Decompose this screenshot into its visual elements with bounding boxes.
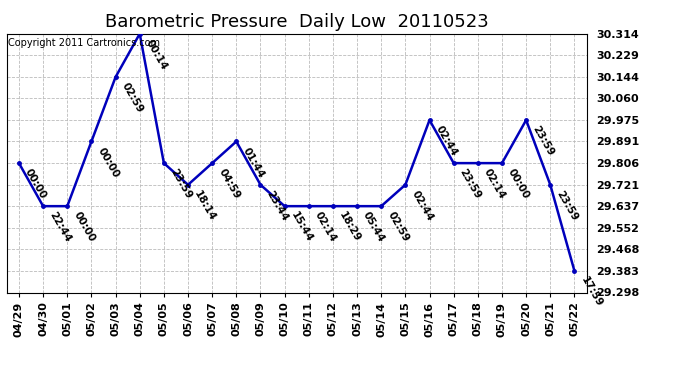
Text: 22:44: 22:44	[48, 210, 72, 244]
Text: 02:44: 02:44	[434, 124, 459, 158]
Title: Barometric Pressure  Daily Low  20110523: Barometric Pressure Daily Low 20110523	[105, 13, 489, 31]
Text: 02:44: 02:44	[410, 189, 435, 223]
Text: Copyright 2011 Cartronics.com: Copyright 2011 Cartronics.com	[8, 38, 160, 48]
Text: 02:14: 02:14	[482, 167, 507, 201]
Text: 17:59: 17:59	[579, 275, 604, 309]
Text: 15:44: 15:44	[289, 210, 314, 244]
Text: 18:14: 18:14	[193, 189, 217, 223]
Text: 00:00: 00:00	[506, 167, 531, 201]
Text: 00:00: 00:00	[96, 146, 121, 179]
Text: 02:59: 02:59	[120, 81, 145, 115]
Text: 02:59: 02:59	[386, 210, 411, 244]
Text: 18:29: 18:29	[337, 210, 362, 244]
Text: 23:44: 23:44	[265, 189, 290, 223]
Text: 05:44: 05:44	[362, 210, 386, 244]
Text: 00:00: 00:00	[72, 210, 97, 244]
Text: 23:59: 23:59	[531, 124, 555, 158]
Text: 04:59: 04:59	[217, 167, 241, 201]
Text: 01:44: 01:44	[241, 146, 266, 180]
Text: 23:59: 23:59	[555, 189, 580, 222]
Text: 00:00: 00:00	[23, 167, 48, 201]
Text: 02:14: 02:14	[313, 210, 338, 244]
Text: 00:14: 00:14	[144, 38, 169, 72]
Text: 23:59: 23:59	[168, 167, 193, 201]
Text: 23:59: 23:59	[458, 167, 483, 201]
